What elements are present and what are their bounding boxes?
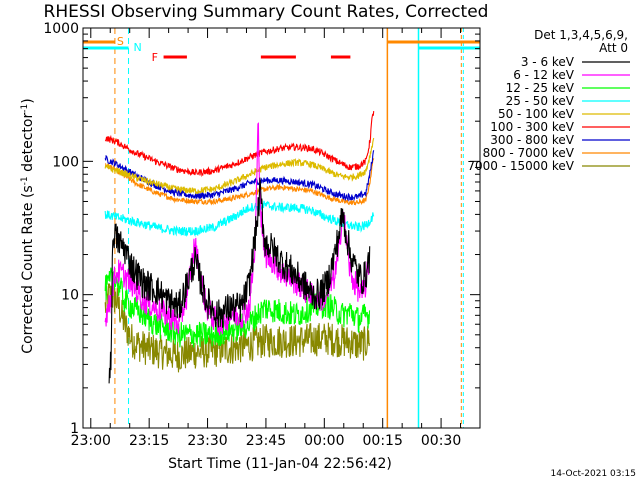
attenuator-label-s: S [117, 35, 124, 48]
legend-label-2: 12 - 25 keV [506, 81, 575, 95]
series-line-7 [104, 158, 375, 206]
legend-header-line-2: Att 0 [599, 41, 628, 55]
legend-label-6: 300 - 800 keV [490, 133, 574, 147]
x-tick-label: 00:00 [304, 433, 344, 449]
flare-label: F [152, 51, 158, 64]
x-tick-label: 23:45 [246, 433, 286, 449]
y-tick-label: 10 [61, 288, 79, 304]
x-tick-label: 00:30 [421, 433, 461, 449]
legend-label-1: 6 - 12 keV [513, 68, 575, 82]
series-line-3 [104, 200, 375, 238]
x-tick-label: 23:30 [187, 433, 227, 449]
legend-header-line-1: Det 1,3,4,5,6,9, [534, 28, 628, 42]
plot-frame [82, 27, 481, 429]
x-tick-label: 23:00 [71, 433, 111, 449]
x-tick-label: 23:15 [129, 433, 169, 449]
series-line-5 [104, 111, 375, 178]
timestamp: 14-Oct-2021 03:15 [551, 469, 636, 479]
legend-label-8: 7000 - 15000 keV [467, 159, 574, 173]
x-axis-label: Start Time (11-Jan-04 22:56:42) [168, 456, 392, 472]
legend-label-3: 25 - 50 keV [506, 94, 575, 108]
y-axis-label: Corrected Count Rate (s-1 detector-1) [20, 98, 36, 353]
y-tick-label: 1000 [43, 21, 79, 37]
legend-label-4: 50 - 100 keV [498, 107, 575, 121]
series-line-4 [104, 137, 375, 195]
legend-label-5: 100 - 300 keV [490, 120, 574, 134]
series-line-0 [108, 177, 371, 384]
y-tick-label: 100 [52, 154, 79, 170]
series-line-8 [104, 283, 371, 373]
attenuator-label-n: N [134, 41, 142, 54]
legend-label-7: 800 - 7000 keV [483, 146, 575, 160]
x-tick-label: 00:15 [363, 433, 403, 449]
y-tick-label: 1 [70, 421, 79, 437]
series-line-2 [104, 267, 371, 348]
legend-label-0: 3 - 6 keV [521, 55, 575, 69]
chart-title: RHESSI Observing Summary Count Rates, Co… [44, 2, 489, 22]
